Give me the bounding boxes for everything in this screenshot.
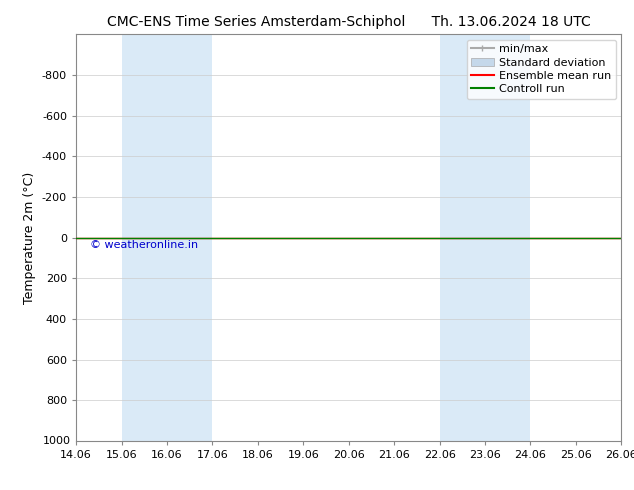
Y-axis label: Temperature 2m (°C): Temperature 2m (°C) (23, 172, 36, 304)
Bar (122, 34, 212, 441)
Bar (439, 34, 531, 441)
Title: CMC-ENS Time Series Amsterdam-Schiphol      Th. 13.06.2024 18 UTC: CMC-ENS Time Series Amsterdam-Schiphol T… (107, 15, 591, 29)
Text: 1000: 1000 (42, 436, 70, 446)
Bar (621, 34, 634, 441)
Text: © weatheronline.in: © weatheronline.in (90, 240, 198, 250)
Legend: min/max, Standard deviation, Ensemble mean run, Controll run: min/max, Standard deviation, Ensemble me… (467, 40, 616, 99)
